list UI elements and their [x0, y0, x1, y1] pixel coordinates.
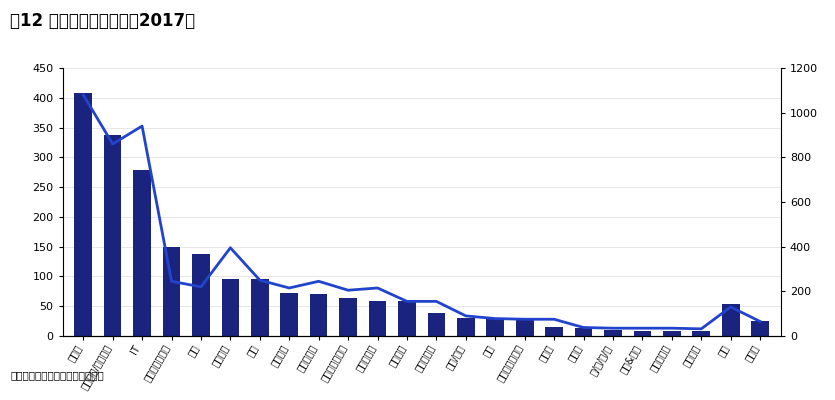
- Bar: [339, 298, 357, 336]
- Bar: [722, 304, 740, 336]
- Bar: [634, 331, 651, 336]
- Bar: [663, 331, 681, 336]
- Bar: [104, 135, 121, 336]
- Bar: [398, 302, 416, 336]
- Bar: [487, 318, 504, 336]
- Bar: [457, 318, 474, 336]
- Bar: [752, 321, 769, 336]
- Bar: [428, 313, 445, 336]
- Bar: [281, 292, 298, 336]
- Bar: [369, 302, 387, 336]
- Bar: [605, 330, 622, 336]
- Text: 图12 创投投向行业分布（2017）: 图12 创投投向行业分布（2017）: [10, 12, 195, 30]
- Bar: [134, 170, 151, 336]
- Bar: [251, 280, 269, 336]
- Bar: [74, 93, 92, 336]
- Bar: [692, 331, 710, 336]
- Bar: [192, 254, 210, 336]
- Bar: [221, 280, 239, 336]
- Bar: [163, 247, 180, 336]
- Bar: [574, 328, 592, 336]
- Bar: [310, 294, 327, 336]
- Text: 资料来源：清科，海通证券研究所: 资料来源：清科，海通证券研究所: [10, 370, 104, 380]
- Bar: [516, 319, 534, 336]
- Bar: [545, 327, 563, 336]
